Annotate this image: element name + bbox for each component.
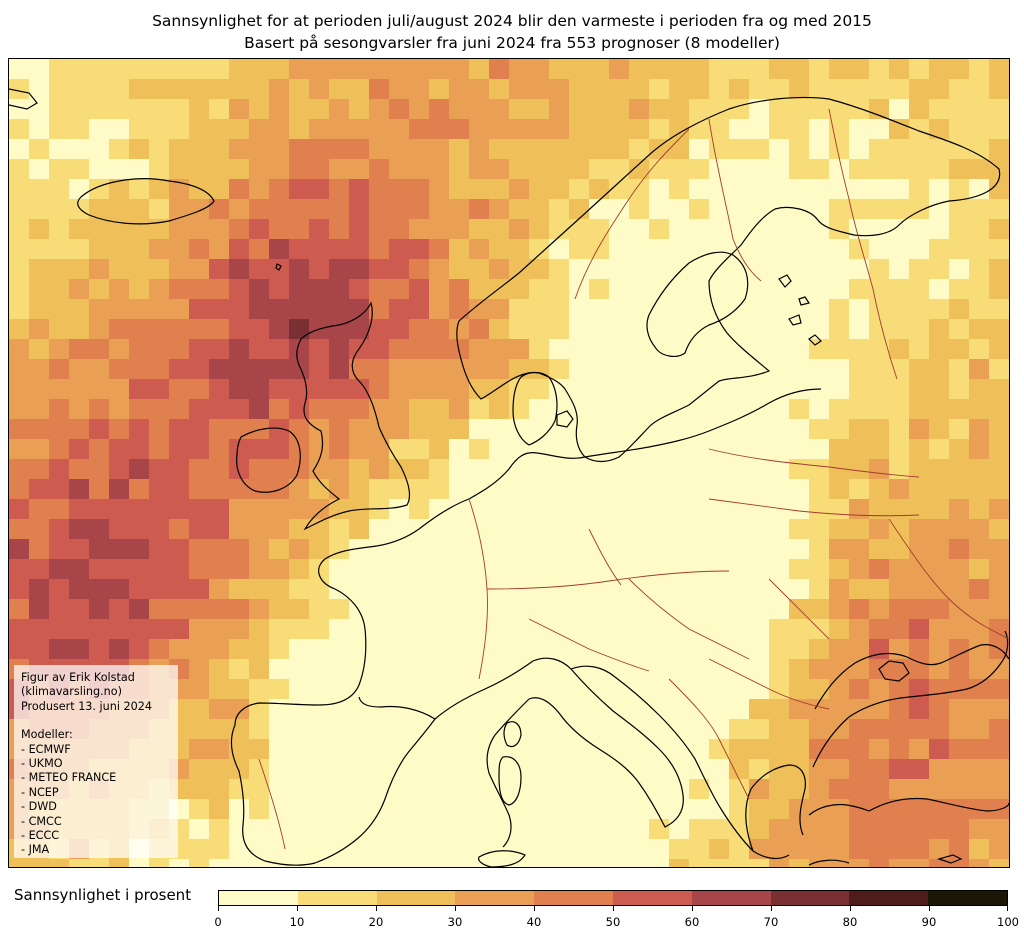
colorbar-ticks: 0 10 20 30 40 50 60 70 80 90 100 bbox=[214, 906, 1019, 936]
colorbar-tick-label: 40 bbox=[526, 915, 542, 929]
colorbar-segment bbox=[849, 891, 929, 905]
colorbar bbox=[218, 890, 1008, 906]
model-item: - ECMWF bbox=[21, 742, 71, 756]
colorbar-tick bbox=[929, 906, 930, 911]
colorbar-segment bbox=[219, 891, 298, 905]
model-item: - JMA bbox=[21, 843, 50, 857]
colorbar-tick-label: 90 bbox=[921, 915, 937, 929]
colorbar-label: Sannsynlighet i prosent bbox=[14, 886, 192, 904]
colorbar-tick bbox=[534, 906, 535, 911]
model-item: - DWD bbox=[21, 800, 57, 814]
model-item: - UKMO bbox=[21, 757, 63, 771]
probability-grid bbox=[9, 59, 1009, 867]
colorbar-tick-label: 100 bbox=[997, 915, 1019, 929]
model-item: - NCEP bbox=[21, 785, 59, 799]
colorbar-segment bbox=[612, 891, 692, 905]
colorbar-tick-label: 80 bbox=[842, 915, 858, 929]
colorbar-tick bbox=[613, 906, 614, 911]
credit-date: Produsert 13. juni 2024 bbox=[21, 699, 152, 713]
colorbar-tick-label: 30 bbox=[447, 915, 463, 929]
colorbar-tick bbox=[850, 906, 851, 911]
colorbar-segment bbox=[376, 891, 456, 905]
colorbar-tick bbox=[692, 906, 693, 911]
colorbar-tick bbox=[376, 906, 377, 911]
model-item: - ECCC bbox=[21, 829, 60, 843]
colorbar-segment bbox=[297, 891, 377, 905]
colorbar-tick-label: 10 bbox=[289, 915, 305, 929]
colorbar-tick-label: 70 bbox=[763, 915, 779, 929]
model-item: - CMCC bbox=[21, 814, 62, 828]
colorbar-tick bbox=[1007, 906, 1008, 911]
country-borders bbox=[258, 108, 1009, 850]
credit-site: (klimavarsling.no) bbox=[21, 685, 122, 699]
credit-author: Figur av Erik Kolstad bbox=[21, 671, 135, 684]
credit-box: Figur av Erik Kolstad (klimavarsling.no)… bbox=[14, 665, 178, 858]
colorbar-tick-label: 50 bbox=[605, 915, 621, 929]
colorbar-segment bbox=[770, 891, 850, 905]
colorbar-segment bbox=[455, 891, 535, 905]
probability-map bbox=[8, 58, 1010, 868]
models-heading: Modeller: bbox=[21, 728, 73, 742]
colorbar-tick-label: 20 bbox=[368, 915, 384, 929]
colorbar-tick-label: 60 bbox=[684, 915, 700, 929]
model-item: - METEO FRANCE bbox=[21, 771, 117, 785]
colorbar-tick bbox=[297, 906, 298, 911]
colorbar-tick-label: 0 bbox=[214, 915, 222, 929]
colorbar-tick bbox=[771, 906, 772, 911]
map-subtitle: Basert på sesongvarsler fra juni 2024 fr… bbox=[244, 34, 780, 52]
colorbar-segment bbox=[928, 891, 1007, 905]
colorbar-tick bbox=[455, 906, 456, 911]
colorbar-segment bbox=[534, 891, 613, 905]
colorbar-segment bbox=[691, 891, 771, 905]
coastlines bbox=[9, 88, 1009, 867]
colorbar-tick bbox=[218, 906, 219, 911]
map-title: Sannsynlighet for at perioden juli/augus… bbox=[152, 12, 872, 30]
